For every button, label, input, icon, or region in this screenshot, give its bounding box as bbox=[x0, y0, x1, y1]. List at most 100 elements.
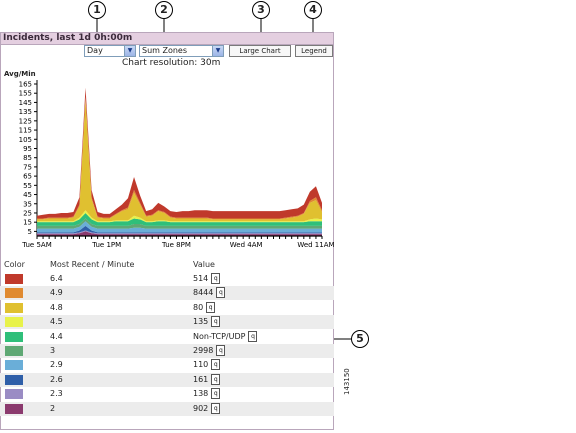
query-icon[interactable]: q bbox=[216, 345, 226, 356]
query-icon[interactable]: q bbox=[211, 402, 221, 414]
color-swatch bbox=[5, 374, 23, 385]
color-swatch bbox=[5, 288, 23, 299]
period-select-value: Day bbox=[87, 46, 103, 55]
query-icon[interactable]: q bbox=[211, 359, 221, 371]
row-value: 80 bbox=[193, 302, 204, 312]
period-select[interactable]: Day ▼ bbox=[84, 45, 136, 57]
row-value: 2998 bbox=[193, 346, 214, 355]
row-value: 135 bbox=[193, 317, 209, 327]
x-tick-label: Tue 8PM bbox=[161, 241, 191, 249]
color-swatch bbox=[5, 360, 23, 371]
query-icon[interactable]: q bbox=[216, 287, 226, 299]
most-recent-value: 2 bbox=[50, 403, 56, 413]
large-chart-button[interactable]: Large Chart bbox=[229, 45, 291, 57]
y-tick-label: 145 bbox=[19, 99, 32, 107]
legend-row: 2.3 138 q bbox=[0, 387, 334, 401]
y-tick-label: 125 bbox=[19, 117, 32, 125]
most-recent-value: 3 bbox=[50, 346, 56, 355]
callout-1: 1 bbox=[88, 1, 106, 19]
y-axis-label: Avg/Min bbox=[4, 70, 36, 78]
y-tick-label: 5 bbox=[28, 228, 32, 236]
legend-button[interactable]: Legend bbox=[295, 45, 333, 57]
header-most-recent: Most Recent / Minute bbox=[50, 260, 135, 269]
callout-3: 3 bbox=[252, 1, 270, 19]
zones-select-value: Sum Zones bbox=[142, 46, 188, 55]
most-recent-value: 2.3 bbox=[50, 389, 63, 399]
x-tick-label: Tue 1PM bbox=[91, 241, 121, 249]
query-icon[interactable]: q bbox=[211, 388, 221, 400]
header-color: Color bbox=[4, 260, 25, 269]
y-tick-label: 155 bbox=[19, 90, 32, 98]
most-recent-value: 2.6 bbox=[50, 374, 63, 384]
most-recent-value: 6.4 bbox=[50, 274, 63, 283]
row-value: 902 bbox=[193, 403, 209, 413]
query-icon[interactable]: q bbox=[211, 273, 221, 284]
series-area-7 bbox=[37, 99, 322, 222]
y-tick-label: 65 bbox=[23, 173, 32, 181]
series-area-8 bbox=[37, 96, 322, 220]
legend-row: 4.9 8444 q bbox=[0, 286, 334, 301]
series-area-4 bbox=[37, 218, 322, 229]
y-tick-label: 45 bbox=[23, 191, 32, 199]
callout-2: 2 bbox=[155, 1, 173, 19]
series-area-0 bbox=[37, 231, 322, 236]
most-recent-value: 4.9 bbox=[50, 288, 63, 298]
panel-title: Incidents, last 1d 0h:00m bbox=[0, 32, 334, 45]
most-recent-value: 4.8 bbox=[50, 302, 63, 312]
most-recent-value: 4.5 bbox=[50, 317, 63, 327]
callout-4: 4 bbox=[304, 1, 322, 19]
color-swatch bbox=[5, 403, 23, 414]
series-area-9 bbox=[37, 87, 322, 219]
series-area-3 bbox=[37, 221, 322, 233]
zones-select[interactable]: Sum Zones ▼ bbox=[139, 45, 224, 57]
x-tick-label: Wed 11AM bbox=[297, 241, 334, 249]
query-icon[interactable]: q bbox=[211, 373, 221, 385]
y-tick-label: 55 bbox=[23, 182, 32, 190]
y-tick-label: 85 bbox=[23, 154, 32, 162]
row-value: 8444 bbox=[193, 288, 214, 298]
most-recent-value: 4.4 bbox=[50, 331, 63, 341]
row-value: 161 bbox=[193, 374, 209, 384]
callout-5: 5 bbox=[351, 330, 369, 348]
y-tick-label: 135 bbox=[19, 108, 32, 116]
y-tick-label: 115 bbox=[19, 127, 32, 135]
y-tick-label: 75 bbox=[23, 163, 32, 171]
color-swatch bbox=[5, 331, 23, 342]
chart-resolution: Chart resolution: 30m bbox=[122, 58, 221, 68]
legend-row: 6.4 514 q bbox=[0, 272, 334, 286]
chevron-down-icon: ▼ bbox=[124, 46, 135, 56]
legend-row: 4.4 Non-TCP/UDP q bbox=[0, 330, 334, 344]
query-icon[interactable]: q bbox=[206, 301, 216, 313]
y-tick-label: 25 bbox=[23, 209, 32, 217]
color-swatch bbox=[5, 302, 23, 313]
series-area-5 bbox=[37, 212, 322, 226]
legend-row: 2 902 q bbox=[0, 401, 334, 416]
row-value: 514 bbox=[193, 274, 209, 283]
y-tick-label: 15 bbox=[23, 219, 32, 227]
row-value: 110 bbox=[193, 360, 209, 370]
x-tick-label: Tue 5AM bbox=[21, 241, 51, 249]
row-value: Non-TCP/UDP bbox=[193, 331, 246, 341]
query-icon[interactable]: q bbox=[211, 316, 221, 328]
color-swatch bbox=[5, 317, 23, 328]
query-icon[interactable]: q bbox=[248, 330, 258, 342]
row-value: 138 bbox=[193, 389, 209, 399]
series-area-2 bbox=[37, 225, 322, 234]
legend-row: 2.9 110 q bbox=[0, 358, 334, 372]
legend-row: 4.8 80 q bbox=[0, 301, 334, 315]
color-swatch bbox=[5, 274, 23, 284]
y-tick-label: 35 bbox=[23, 200, 32, 208]
legend-row: 2.6 161 q bbox=[0, 372, 334, 387]
color-swatch bbox=[5, 346, 23, 356]
figure-number: 143150 bbox=[343, 368, 351, 395]
y-tick-label: 105 bbox=[19, 136, 32, 144]
y-tick-label: 165 bbox=[19, 81, 32, 89]
chevron-down-icon: ▼ bbox=[212, 46, 223, 56]
legend-row: 4.5 135 q bbox=[0, 315, 334, 330]
header-value: Value bbox=[193, 260, 215, 269]
x-tick-label: Wed 4AM bbox=[230, 241, 263, 249]
y-tick-label: 95 bbox=[23, 145, 32, 153]
legend-row: 3 2998 q bbox=[0, 344, 334, 358]
color-swatch bbox=[5, 389, 23, 400]
